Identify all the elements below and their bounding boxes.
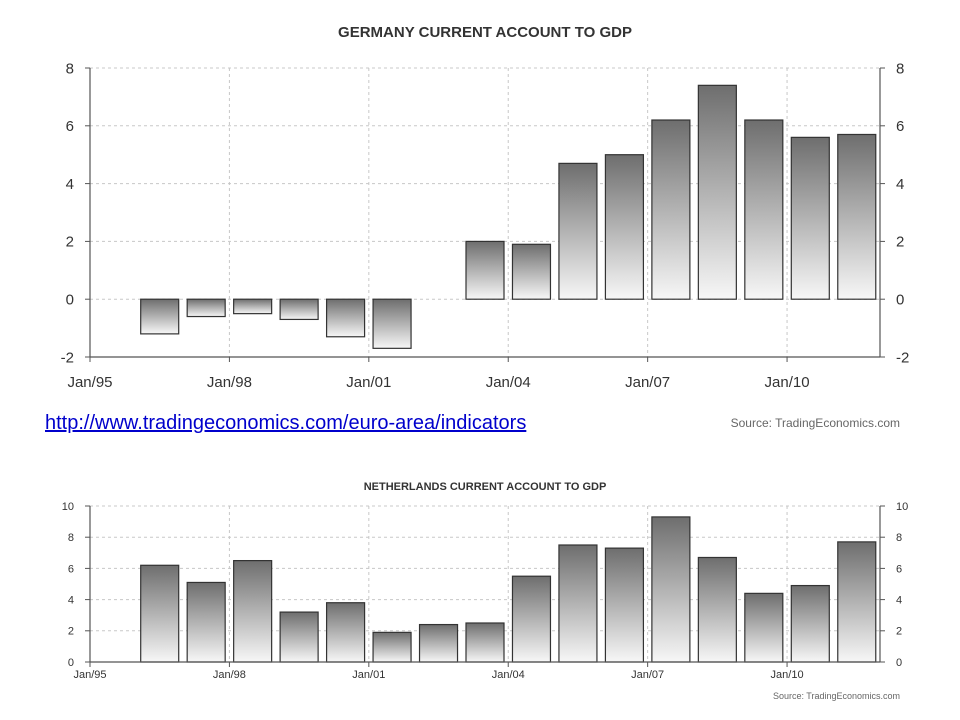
germany-bar-2005 [558, 162, 598, 300]
germany-bar-2008 [697, 84, 737, 300]
netherlands-xtick-label: Jan/07 [631, 669, 664, 681]
germany-xtick-label: Jan/98 [207, 374, 252, 391]
netherlands-bar-1999 [279, 611, 319, 663]
germany-ytick-label-left: 2 [66, 234, 74, 251]
germany-bar-2006 [604, 154, 645, 300]
netherlands-bar-2008 [697, 556, 737, 663]
netherlands-bar-2000 [325, 602, 366, 663]
germany-ytick-label-right: 8 [896, 60, 904, 77]
netherlands-bar-2001 [372, 631, 412, 663]
germany-xtick-label: Jan/10 [765, 374, 810, 391]
germany-xtick-label: Jan/04 [486, 374, 531, 391]
netherlands-ytick-label-right: 0 [896, 657, 902, 669]
netherlands-xtick-label: Jan/04 [492, 669, 525, 681]
netherlands-ytick-label-left: 0 [68, 657, 74, 669]
netherlands-bar-2009 [744, 592, 784, 663]
germany-bar-2001 [372, 298, 412, 349]
germany-ytick-label-left: 4 [66, 176, 74, 193]
netherlands-ytick-label-right: 8 [896, 532, 902, 544]
germany-bar-2004 [511, 243, 552, 300]
netherlands-bar-1996 [140, 564, 180, 663]
germany-ytick-label-right: 2 [896, 234, 904, 251]
netherlands-ytick-label-left: 4 [68, 594, 74, 606]
netherlands-bar-2003 [465, 622, 505, 663]
netherlands-bar-2004 [511, 575, 552, 663]
germany-source-note: Source: TradingEconomics.com [731, 416, 900, 430]
netherlands-ytick-label-left: 8 [68, 532, 74, 544]
netherlands-bar-1997 [186, 581, 226, 663]
netherlands-source-note: Source: TradingEconomics.com [773, 691, 900, 701]
netherlands-ytick-label-left: 10 [62, 501, 74, 513]
germany-xtick-label: Jan/07 [625, 374, 670, 391]
germany-ytick-label-right: 0 [896, 291, 904, 308]
germany-ytick-label-left: 6 [66, 118, 74, 135]
netherlands-bar-2005 [558, 544, 598, 663]
netherlands-chart: NETHERLANDS CURRENT ACCOUNT TO GDP 0 0 2 2 4 4… [62, 481, 909, 701]
germany-bar-1997 [186, 298, 226, 318]
netherlands-chart-title: NETHERLANDS CURRENT ACCOUNT TO GDP [364, 481, 607, 493]
netherlands-xtick-label: Jan/10 [771, 669, 804, 681]
netherlands-ytick-label-left: 2 [68, 626, 74, 638]
netherlands-bar-1998 [233, 559, 273, 663]
netherlands-bar-2010 [790, 584, 830, 663]
germany-xtick-label: Jan/01 [346, 374, 391, 391]
germany-ytick-label-left: 0 [66, 291, 74, 308]
germany-xtick-label: Jan/95 [67, 374, 112, 391]
netherlands-ytick-label-right: 10 [896, 501, 908, 513]
germany-chart: GERMANY CURRENT ACCOUNT TO GDP -2 -2 0 0 2 2 4 4… [61, 24, 910, 430]
germany-bar-2007 [651, 119, 691, 300]
germany-bar-1998 [233, 298, 273, 315]
germany-ytick-label-left: 8 [66, 60, 74, 77]
germany-bar-2010 [790, 136, 830, 300]
netherlands-bar-2011 [837, 541, 877, 663]
germany-ytick-label-right: 6 [896, 118, 904, 135]
netherlands-ytick-label-left: 6 [68, 563, 74, 575]
germany-bar-2000 [325, 298, 366, 338]
germany-ytick-label-left: -2 [61, 349, 74, 366]
germany-bar-2003 [465, 240, 505, 300]
germany-bar-2011 [837, 133, 877, 300]
germany-chart-title: GERMANY CURRENT ACCOUNT TO GDP [338, 24, 632, 41]
germany-bar-1996 [140, 298, 180, 335]
netherlands-ytick-label-right: 6 [896, 563, 902, 575]
germany-ytick-label-right: 4 [896, 176, 904, 193]
netherlands-ytick-label-right: 4 [896, 594, 902, 606]
germany-bar-2009 [744, 119, 784, 300]
netherlands-bar-2002 [418, 623, 459, 663]
netherlands-bar-2006 [604, 547, 645, 663]
netherlands-bar-2007 [651, 516, 691, 663]
indicators-link[interactable]: http://www.tradingeconomics.com/euro-are… [45, 412, 527, 434]
netherlands-xtick-label: Jan/98 [213, 669, 246, 681]
netherlands-xtick-label: Jan/95 [73, 669, 106, 681]
netherlands-xtick-label: Jan/01 [352, 669, 385, 681]
netherlands-ytick-label-right: 2 [896, 626, 902, 638]
germany-ytick-label-right: -2 [896, 349, 909, 366]
germany-bar-1999 [279, 298, 319, 321]
